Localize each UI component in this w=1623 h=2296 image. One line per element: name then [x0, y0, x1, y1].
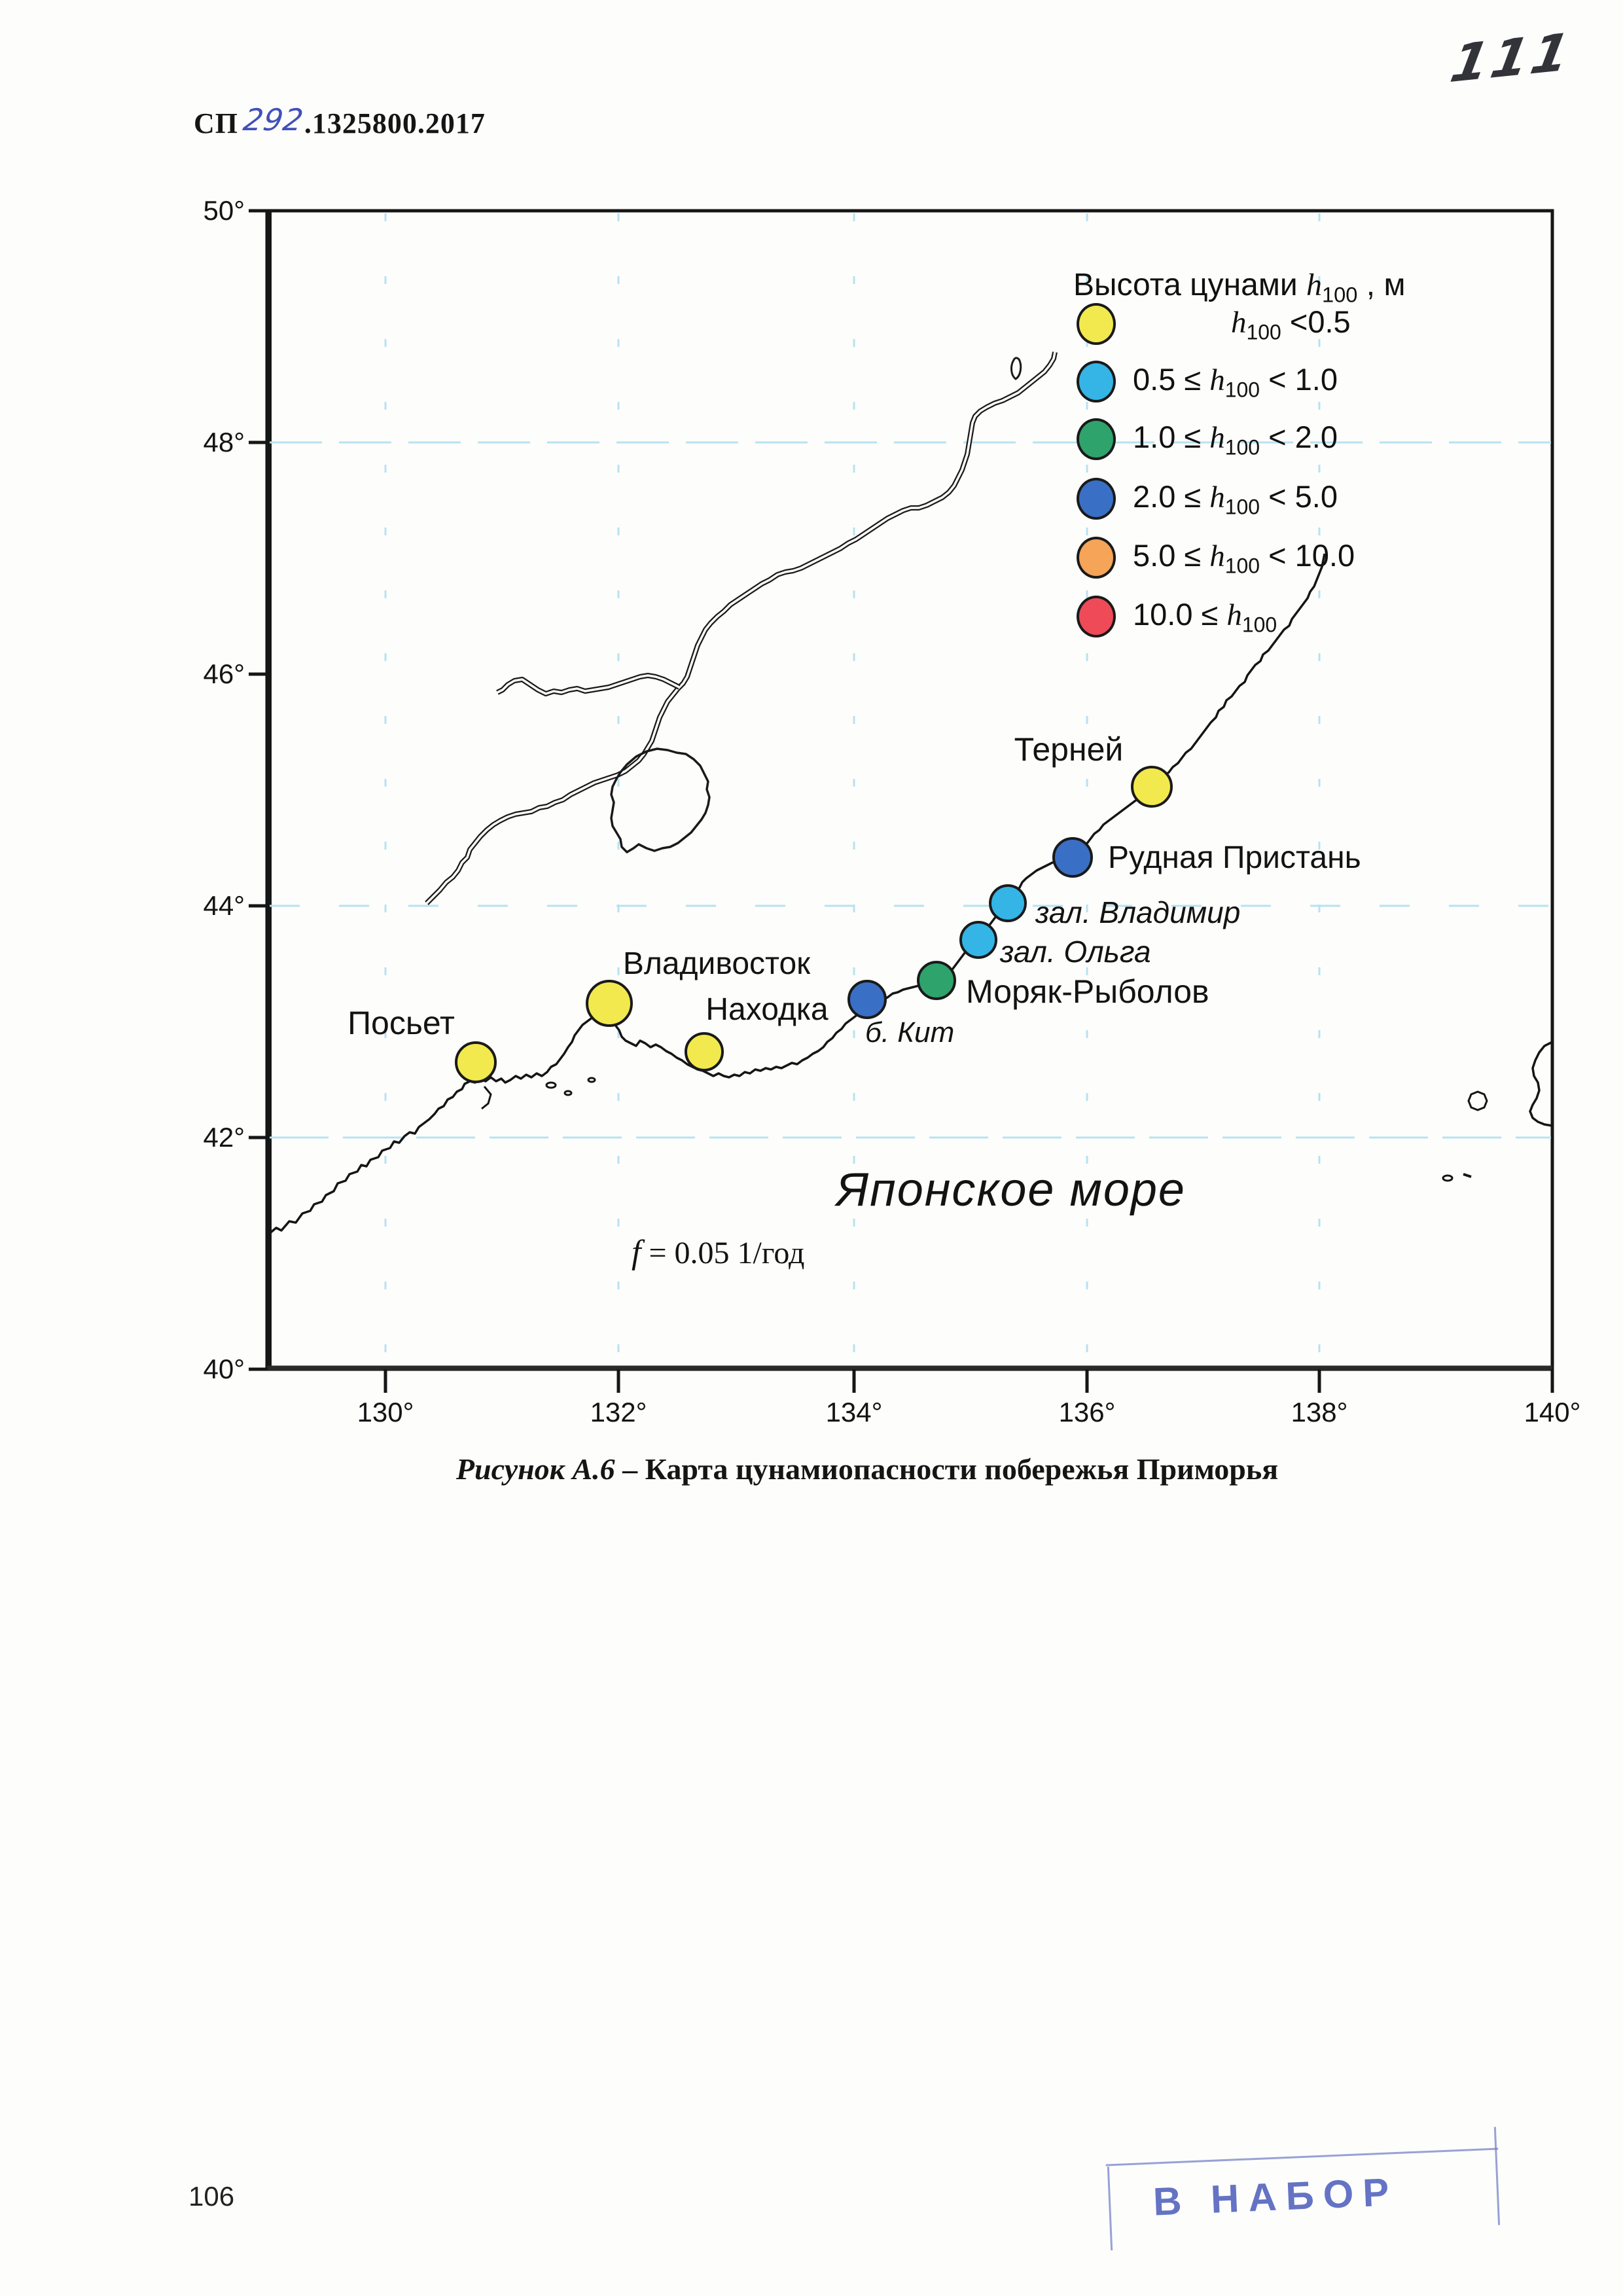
station-label-б. Кит: б. Кит: [865, 1016, 954, 1049]
legend-item-4: 5.0 ≤ h100 < 10.0: [1077, 536, 1355, 579]
figure-caption-label: Рисунок А.6: [455, 1452, 615, 1486]
station-label-Находка: Находка: [705, 992, 829, 1027]
lat-tick-label-40°: 40°: [203, 1354, 245, 1384]
lon-tick-label-138°: 138°: [1291, 1397, 1348, 1427]
legend-color-dot: [1077, 478, 1116, 520]
station-label-Терней: Терней: [1014, 731, 1124, 768]
document-code: СП292.1325800.2017: [194, 102, 486, 140]
figure-caption-text: Карта цунамиопасности побережья Приморья: [645, 1452, 1279, 1486]
legend-title-prefix: Высота цунами: [1073, 268, 1307, 302]
graticule: [270, 213, 1551, 1367]
legend-color-dot: [1077, 596, 1116, 637]
station-label-Владивосток: Владивосток: [623, 946, 811, 981]
station-marker-Терней: [1131, 766, 1173, 808]
document-code-suffix: .1325800.2017: [304, 107, 486, 139]
lat-tick-label-46°: 46°: [203, 658, 245, 689]
lon-tick-label-134°: 134°: [826, 1397, 883, 1427]
station-label-Посьет: Посьет: [348, 1005, 455, 1041]
legend-item-2: 1.0 ≤ h100 < 2.0: [1077, 418, 1338, 461]
station-label-зал. Владимир: зал. Владимир: [1035, 895, 1240, 929]
lon-tick-label-132°: 132°: [590, 1397, 647, 1427]
station-marker-Посьет: [455, 1041, 497, 1083]
legend-item-text: 2.0 ≤ h100 < 5.0: [1133, 478, 1338, 519]
station-label-Рудная Пристань: Рудная Пристань: [1108, 840, 1361, 875]
document-code-prefix: СП: [194, 107, 238, 139]
small-islet-north: [1010, 357, 1022, 380]
islet: [545, 1081, 557, 1089]
north-coastline-west-branch-inner: [497, 674, 680, 695]
stamp-border-top: [1105, 2147, 1499, 2166]
posyet-spur: [481, 1086, 492, 1110]
station-marker-Владивосток: [586, 980, 633, 1027]
lon-tick-label-136°: 136°: [1059, 1397, 1116, 1427]
legend-title-symbol: h: [1306, 268, 1323, 302]
lon-tick-label-140°: 140°: [1524, 1397, 1581, 1427]
north-coastline-inner: [425, 351, 1056, 905]
frequency-value: = 0.05 1/год: [641, 1236, 804, 1270]
legend-item-text: h100 <0.5: [1231, 304, 1351, 344]
legend-item-3: 2.0 ≤ h100 < 5.0: [1077, 477, 1338, 520]
station-markers: Посьет Владивосток Находка б. Кит Моряк-Рыбо…: [348, 731, 1361, 1083]
frequency-annotation: f = 0.05 1/год: [632, 1234, 804, 1271]
legend-item-text: 0.5 ≤ h100 < 1.0: [1133, 361, 1338, 402]
legend-title-suffix: , м: [1357, 268, 1406, 302]
legend-item-text: 5.0 ≤ h100 < 10.0: [1133, 537, 1355, 578]
legend-item-1: 0.5 ≤ h100 < 1.0: [1077, 360, 1338, 403]
map-legend: Высота цунами h100 , м h100 <0.5 0.5 ≤ h1…: [1047, 262, 1558, 655]
legend-item-0: h100 <0.5: [1077, 302, 1351, 346]
islet: [587, 1077, 596, 1083]
tiny-islet-mark: [1463, 1173, 1472, 1178]
north-coastline-outer: [425, 351, 1058, 905]
legend-item-text: 1.0 ≤ h100 < 2.0: [1133, 419, 1338, 459]
vladivostok-islets: [481, 1077, 596, 1110]
legend-color-dot: [1077, 361, 1116, 403]
figure-caption-separator: –: [615, 1452, 645, 1486]
hokkaido-coast-fragment: [1529, 1041, 1553, 1127]
station-marker-зал. Владимир: [989, 884, 1027, 922]
small-island-right: [1467, 1090, 1488, 1111]
north-coastline-double: [425, 351, 1058, 905]
figure-caption: Рисунок А.6 – Карта цунамиопасности побе…: [366, 1452, 1368, 1486]
station-marker-зал. Ольга: [959, 921, 997, 959]
station-marker-б. Кит: [847, 980, 887, 1019]
right-edge-coast: [1442, 1041, 1553, 1182]
printed-page-number: 106: [188, 2181, 235, 2212]
lat-tick-label-48°: 48°: [203, 427, 245, 457]
legend-item-text: 10.0 ≤ h100: [1133, 596, 1277, 637]
legend-item-5: 10.0 ≤ h100: [1077, 595, 1277, 638]
legend-color-dot: [1077, 418, 1116, 460]
station-label-Моряк-Рыболов: Моряк-Рыболов: [966, 973, 1209, 1010]
sea-name-label: Японское море: [834, 1164, 1186, 1216]
lake-khanka-outline: [610, 747, 711, 853]
station-marker-Моряк-Рыболов: [917, 961, 956, 1000]
lon-tick-label-130°: 130°: [357, 1397, 414, 1427]
legend-title: Высота цунами h100 , м: [1073, 267, 1405, 308]
islet: [563, 1090, 573, 1096]
station-label-зал. Ольга: зал. Ольга: [999, 935, 1151, 969]
legend-color-dot: [1077, 303, 1116, 345]
lat-tick-label-44°: 44°: [203, 890, 245, 921]
station-marker-Рудная Пристань: [1052, 837, 1093, 878]
stamp-text: В НАБОР: [1152, 2169, 1399, 2224]
tiny-islet: [1442, 1174, 1454, 1182]
v-nabor-stamp: В НАБОР: [1105, 2126, 1503, 2263]
legend-color-dot: [1077, 537, 1116, 579]
lat-tick-label-42°: 42°: [203, 1122, 245, 1153]
legend-title-subscript: 100: [1322, 282, 1358, 307]
lat-tick-label-50°: 50°: [203, 195, 245, 226]
axis-ticks: 50° 48° 46° 44° 42° 40° 130° 132° 134° 136° 138° 14…: [203, 195, 1580, 1427]
primorye-coastline: [267, 553, 1326, 1236]
station-marker-Находка: [685, 1032, 724, 1071]
document-code-handwritten-number: 292: [240, 102, 307, 137]
